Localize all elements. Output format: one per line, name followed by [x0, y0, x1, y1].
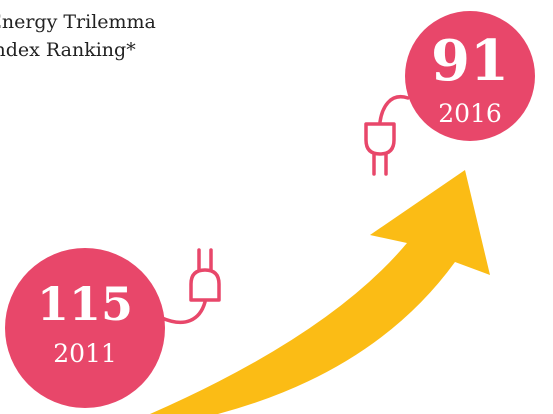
plug-icon	[160, 248, 221, 324]
arrow	[150, 170, 490, 414]
rank: 115	[37, 277, 133, 331]
rank: 91	[431, 28, 509, 94]
year: 2011	[53, 339, 117, 368]
title-line: Energy Trilemma	[0, 11, 156, 33]
year: 2016	[438, 99, 502, 128]
badge-circle	[5, 248, 165, 408]
plug-icon	[364, 94, 410, 176]
badge-circle	[405, 11, 535, 141]
title-line: Index Ranking*	[0, 39, 136, 61]
